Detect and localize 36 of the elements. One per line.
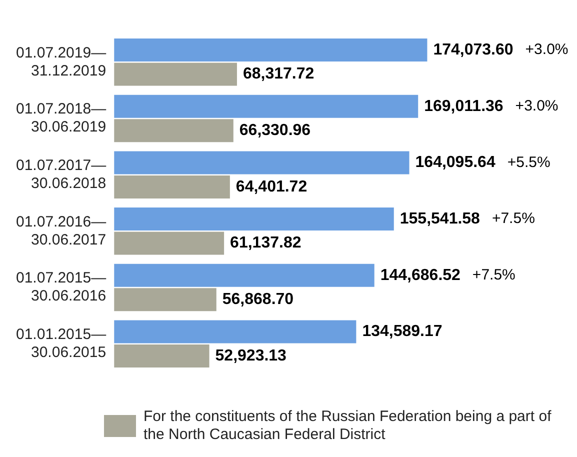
bar	[114, 38, 428, 62]
data-label: 66,330.96	[239, 122, 311, 140]
legend-label: For the constituents of the Russian Federation being a part of the North Caucasian Federal District	[144, 408, 552, 444]
bar	[114, 119, 234, 142]
text: +5.5%	[507, 154, 550, 171]
bar	[114, 208, 394, 231]
bar	[114, 320, 356, 344]
data-label: 61,137.82	[230, 234, 302, 252]
bar	[114, 288, 216, 312]
data-label: 52,923.13	[215, 347, 287, 364]
data-label: 64,401.72	[236, 178, 308, 196]
text: +3.0%	[525, 41, 568, 58]
y-tick-label: 01.01.2015—30.06.2015	[16, 326, 106, 361]
text: +7.5%	[472, 266, 516, 284]
data-label: 144,686.52	[380, 266, 461, 284]
text: +7.5%	[492, 210, 535, 228]
y-tick-label: 01.07.2017—30.06.2018	[16, 156, 106, 192]
bar	[114, 344, 210, 368]
y-tick-label: 01.07.2018—30.06.2019	[16, 100, 106, 136]
y-tick-label: 01.07.2016—30.06.2017	[16, 213, 106, 248]
y-tick-label: 01.07.2019—31.12.2019	[16, 44, 106, 80]
text: +3.0%	[515, 98, 558, 115]
y-tick-label: 01.07.2015—30.06.2016	[16, 270, 106, 305]
bar	[114, 151, 410, 174]
data-label: 155,541.58	[400, 210, 480, 228]
data-label: 56,868.70	[222, 291, 294, 308]
data-label: 164,095.64	[415, 154, 496, 172]
bar	[114, 264, 374, 287]
data-label: 134,589.17	[362, 323, 442, 340]
data-label: 68,317.72	[242, 66, 314, 83]
data-label: 169,011.36	[424, 98, 504, 115]
bar	[114, 232, 224, 255]
bar	[114, 62, 237, 86]
bar	[114, 175, 230, 198]
bar	[114, 94, 418, 118]
data-label: 174,073.60	[433, 41, 514, 58]
